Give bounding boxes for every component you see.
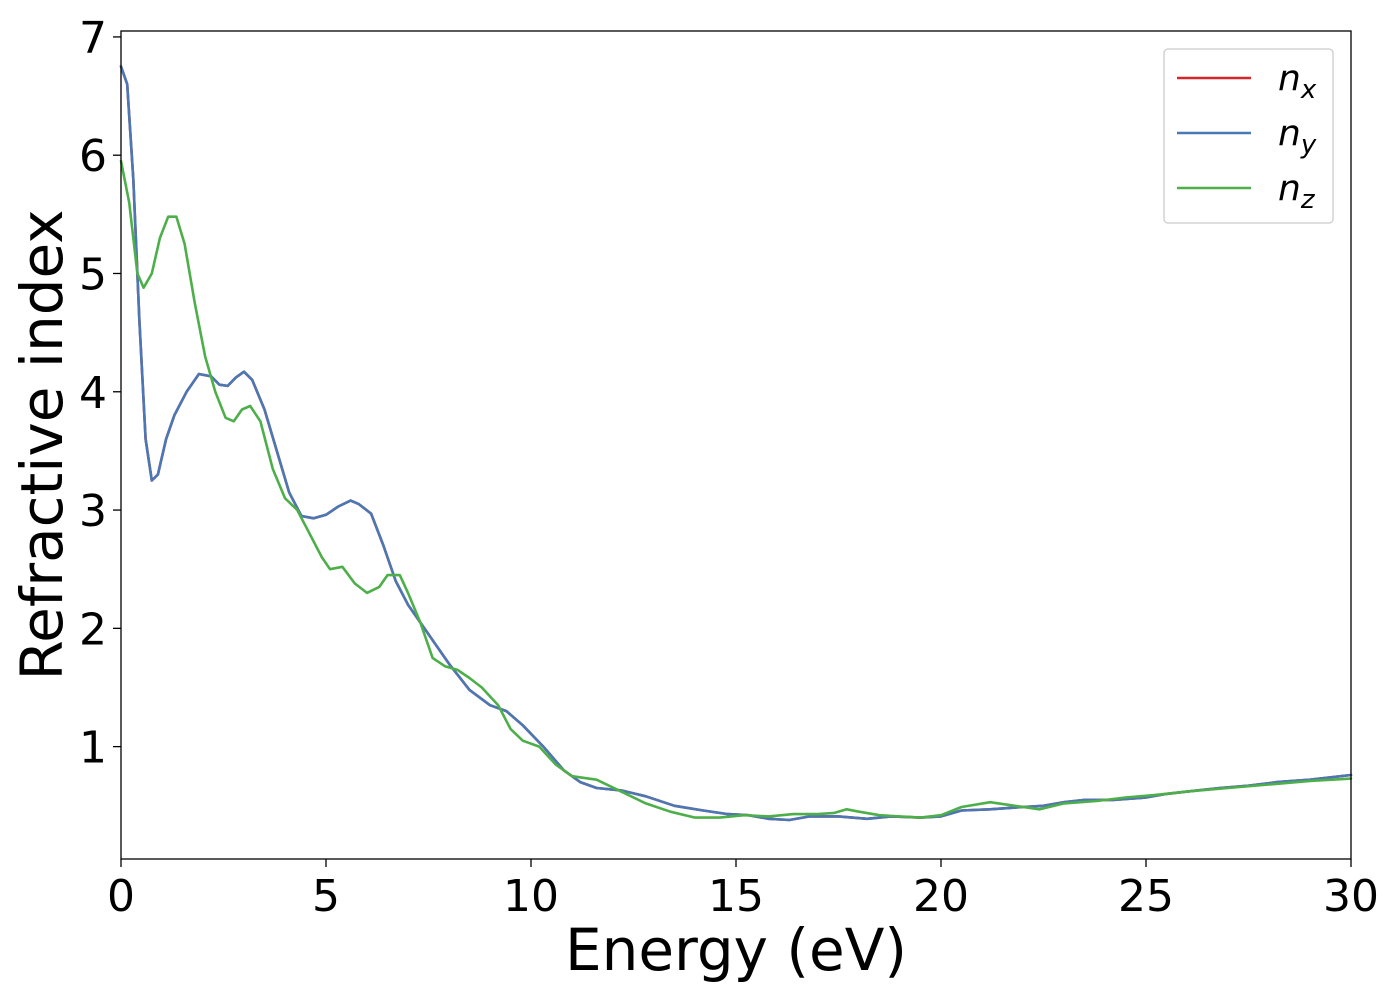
y-tick-label: 3 (79, 486, 107, 537)
plot-lines (119, 65, 1353, 822)
y-tick-label: 4 (79, 368, 107, 419)
y-tick-label: 5 (79, 249, 107, 300)
x-tick-label: 30 (1323, 871, 1379, 922)
legend-label-x: nx (1278, 58, 1317, 105)
series-line-y (119, 65, 1353, 822)
y-tick-label: 1 (79, 723, 107, 774)
x-axis-label: Energy (eV) (565, 916, 907, 984)
x-tick-label: 25 (1118, 871, 1174, 922)
legend: nx ny nz (1163, 48, 1334, 224)
series-line-z (119, 159, 1353, 819)
y-tick-label: 7 (79, 13, 107, 64)
x-tick-label: 5 (312, 871, 340, 922)
x-tick-label: 0 (107, 871, 135, 922)
legend-box (1163, 48, 1334, 224)
legend-label-y: ny (1278, 113, 1317, 160)
y-axis-label: Refractive index (8, 209, 76, 680)
y-tick-label: 6 (79, 131, 107, 182)
ticks: 0 5 10 15 20 25 30 1 2 3 4 5 6 7 (79, 13, 1379, 922)
x-tick-label: 20 (913, 871, 969, 922)
legend-label-z: nz (1278, 168, 1316, 215)
x-tick-label: 15 (708, 871, 764, 922)
y-tick-label: 2 (79, 604, 107, 655)
x-tick-label: 10 (503, 871, 559, 922)
